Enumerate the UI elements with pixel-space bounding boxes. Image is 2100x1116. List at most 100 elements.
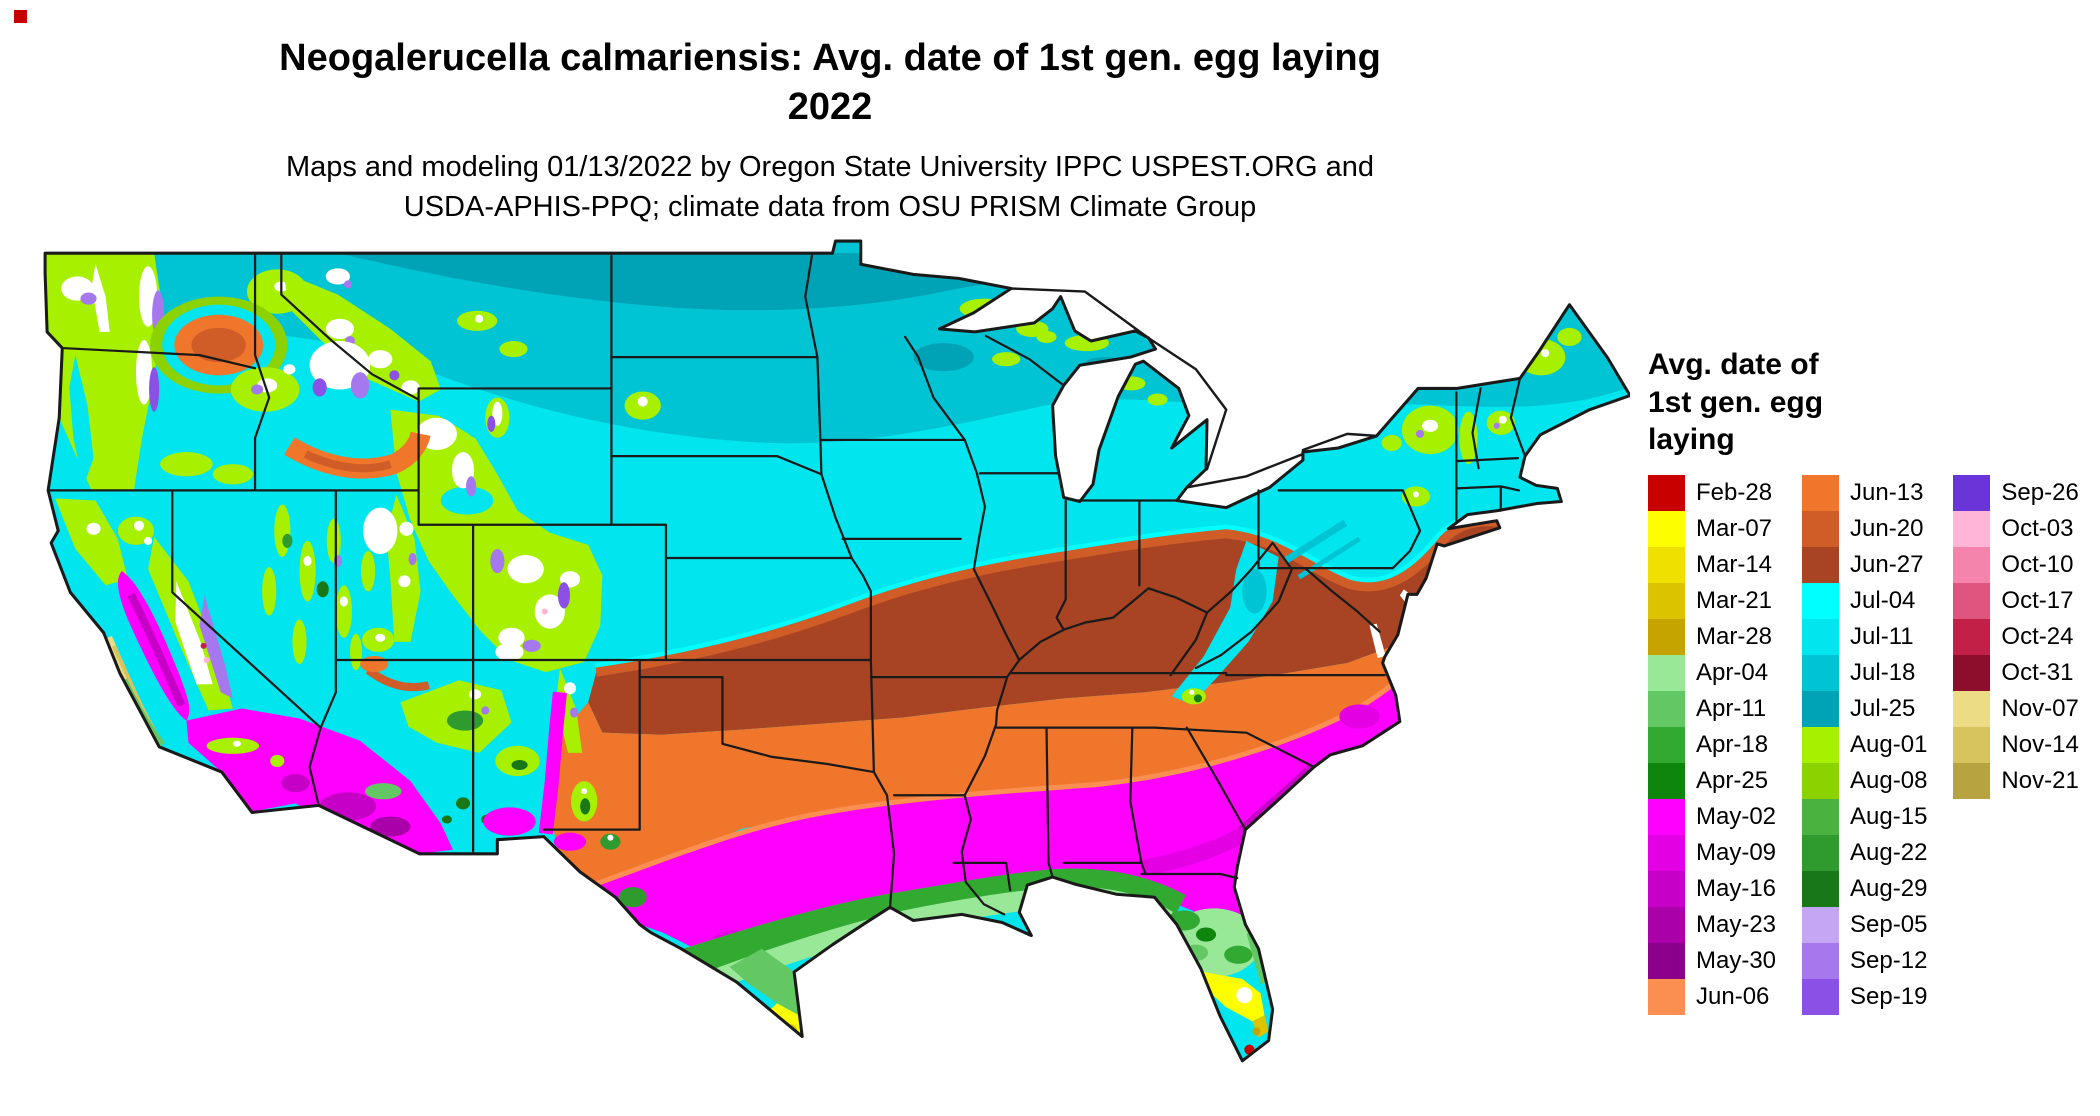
legend-entry: Jul-11 [1802, 618, 1927, 655]
legend-column: Feb-28 Mar-07 Mar-14 Mar-21 Mar-28 Apr-04 Apr-… [1648, 474, 1777, 1015]
legend-swatch [1802, 906, 1840, 943]
legend-swatch [1953, 510, 1991, 547]
legend-entry: Jul-04 [1802, 582, 1927, 619]
state-borders [47, 252, 1527, 916]
legend-label: Nov-14 [2001, 730, 2079, 758]
legend-entry: Apr-25 [1648, 762, 1776, 799]
legend-swatch [1802, 942, 1840, 979]
us-map [35, 236, 1630, 1084]
legend-label: May-02 [1696, 802, 1777, 830]
legend-swatch [1648, 798, 1685, 835]
legend-swatch [1802, 474, 1840, 511]
legend-swatch [1802, 690, 1840, 727]
legend-label: Sep-12 [1850, 946, 1928, 974]
legend-label: Jul-11 [1850, 622, 1914, 650]
legend-label: Feb-28 [1696, 478, 1773, 506]
legend-entry: Aug-15 [1802, 798, 1928, 835]
legend-entry: Jun-27 [1802, 546, 1927, 583]
us-map-svg [43, 239, 1630, 1063]
legend-entry: Jul-25 [1802, 690, 1927, 727]
legend-entry: Feb-28 [1648, 474, 1776, 511]
legend-swatch [1953, 474, 1991, 511]
legend-entry: May-23 [1648, 906, 1776, 943]
legend-swatch [1648, 870, 1685, 907]
legend-swatch [1802, 834, 1840, 871]
legend-swatch [1648, 474, 1685, 511]
legend-label: Apr-11 [1696, 694, 1767, 722]
legend-entry: May-30 [1648, 942, 1777, 979]
legend-label: Apr-25 [1696, 766, 1769, 794]
legend-label: Aug-15 [1850, 802, 1928, 830]
legend-entry: Jun-13 [1802, 474, 1927, 511]
legend-swatch [1648, 618, 1685, 655]
legend-swatch [1648, 546, 1685, 583]
legend-swatch [1802, 654, 1840, 691]
legend-label: Oct-31 [2001, 658, 2074, 686]
international-border [1009, 287, 1378, 489]
legend-label: Jun-06 [1696, 982, 1770, 1010]
legend-columns: Feb-28 Mar-07 Mar-14 Mar-21 Mar-28 Apr-04 Apr-… [1648, 474, 2079, 1015]
legend-swatch [1648, 906, 1685, 943]
map-title-line2: 2022 [787, 86, 873, 129]
legend-swatch [1648, 762, 1685, 799]
legend-entry: Sep-12 [1802, 942, 1928, 979]
legend-label: May-16 [1696, 874, 1777, 902]
legend-entry: Jul-18 [1802, 654, 1927, 691]
legend-label: Oct-10 [2001, 550, 2074, 578]
legend-label: Jul-25 [1850, 694, 1916, 722]
legend-label: Apr-18 [1696, 730, 1769, 758]
legend-title: Avg. date of 1st gen. egg laying [1648, 346, 2079, 459]
corner-mark [14, 10, 27, 23]
legend-swatch [1953, 654, 1991, 691]
legend-swatch [1953, 690, 1991, 727]
legend-swatch [1802, 762, 1840, 799]
legend-entry: Sep-05 [1802, 906, 1928, 943]
legend-label: Aug-29 [1850, 874, 1928, 902]
legend-column: Jun-13 Jun-20 Jun-27 Jul-04 Jul-11 Jul-18 Jul-… [1802, 474, 1928, 1015]
legend-swatch [1648, 726, 1685, 763]
legend-entry: Mar-14 [1648, 546, 1776, 583]
legend-swatch [1953, 762, 1991, 799]
legend-label: Mar-07 [1696, 514, 1773, 542]
legend-entry: Oct-03 [1953, 510, 2078, 547]
legend-swatch [1648, 654, 1685, 691]
legend-swatch [1648, 510, 1685, 547]
legend-swatch [1953, 618, 1991, 655]
legend-label: Jun-13 [1850, 478, 1924, 506]
map-title-line1: Neogalerucella calmariensis: Avg. date o… [279, 37, 1381, 79]
legend-entry: Sep-26 [1953, 474, 2079, 511]
legend-entry: Aug-29 [1802, 870, 1928, 907]
legend-title-line3: laying [1648, 423, 1735, 456]
legend: Avg. date of 1st gen. egg laying Feb-28 M… [1648, 346, 2079, 1015]
legend-label: Mar-21 [1696, 586, 1773, 614]
legend-entry: Aug-22 [1802, 834, 1928, 871]
legend-entry: Jun-20 [1802, 510, 1927, 547]
header: Neogalerucella calmariensis: Avg. date o… [150, 34, 1510, 228]
legend-title-line1: Avg. date of [1648, 348, 1819, 381]
legend-swatch [1648, 978, 1685, 1015]
legend-label: Jun-20 [1850, 514, 1924, 542]
legend-label: Sep-19 [1850, 982, 1928, 1010]
legend-label: May-30 [1696, 946, 1777, 974]
legend-swatch [1953, 582, 1991, 619]
legend-swatch [1953, 726, 1991, 763]
map-subtitle-line1: Maps and modeling 01/13/2022 by Oregon S… [285, 150, 1375, 183]
legend-label: Oct-03 [2001, 514, 2074, 542]
legend-entry: Oct-31 [1953, 654, 2078, 691]
legend-swatch [1802, 870, 1840, 907]
legend-label: Apr-04 [1696, 658, 1769, 686]
legend-label: Nov-07 [2001, 694, 2079, 722]
legend-label: Aug-01 [1850, 730, 1928, 758]
legend-swatch [1802, 726, 1840, 763]
legend-label: Aug-22 [1850, 838, 1928, 866]
us-outline [43, 239, 1630, 1063]
legend-swatch [1802, 618, 1840, 655]
legend-entry: Jun-06 [1648, 978, 1776, 1015]
legend-entry: Apr-18 [1648, 726, 1776, 763]
legend-swatch [1802, 510, 1840, 547]
legend-swatch [1648, 942, 1685, 979]
legend-entry: Nov-14 [1953, 726, 2079, 763]
legend-label: Sep-05 [1850, 910, 1928, 938]
legend-label: Oct-24 [2001, 622, 2074, 650]
map-subtitle-line2: USDA-APHIS-PPQ; climate data from OSU PR… [403, 191, 1257, 224]
